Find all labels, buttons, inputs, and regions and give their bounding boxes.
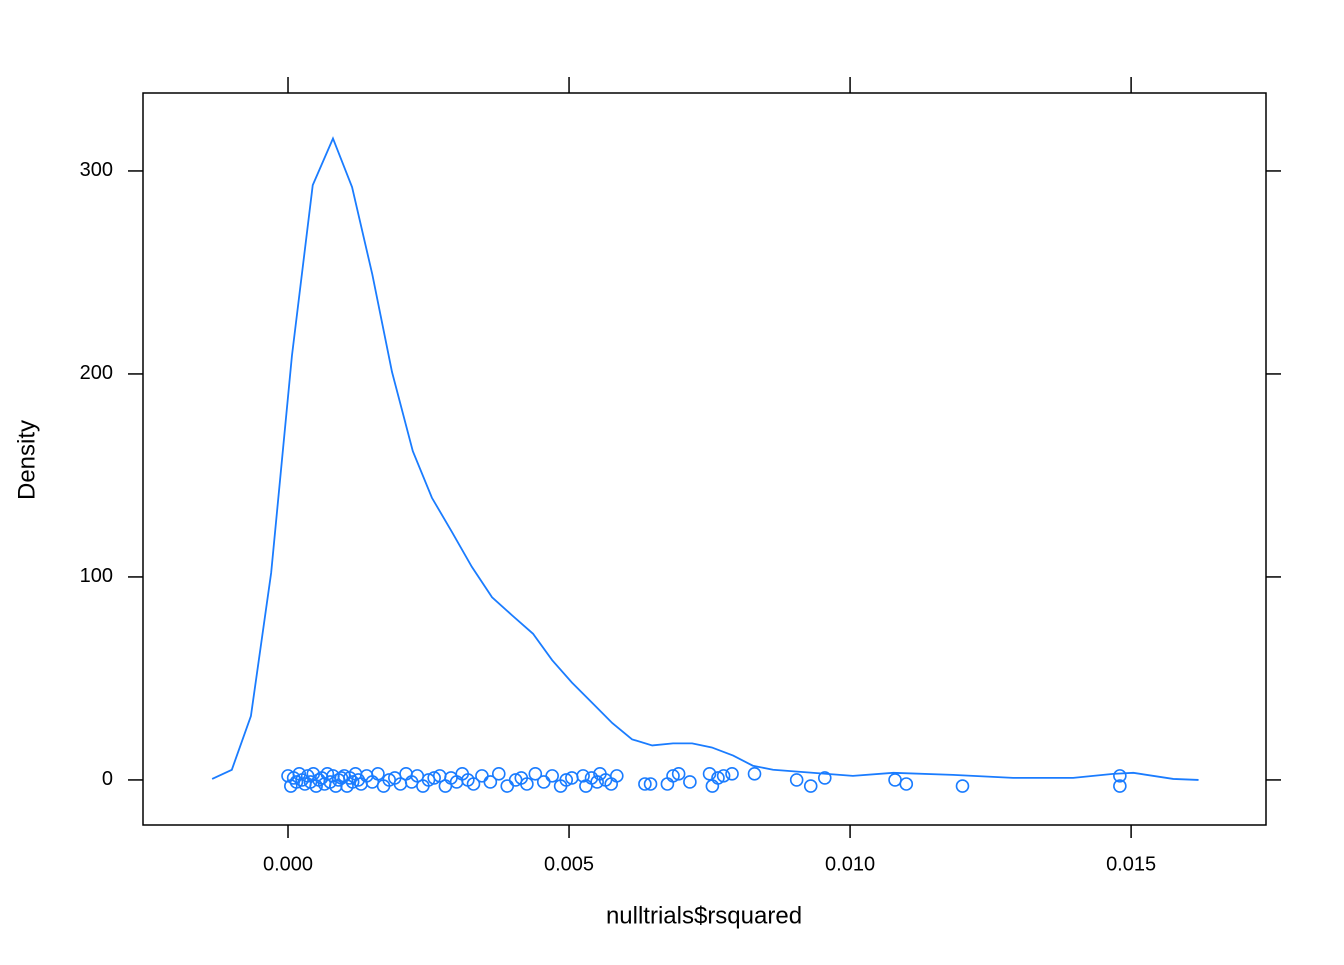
data-point <box>545 769 559 783</box>
data-point <box>716 769 731 783</box>
data-point <box>500 779 515 793</box>
density-line <box>211 136 1199 781</box>
data-point <box>610 769 624 783</box>
data-point <box>371 767 385 781</box>
data-point <box>789 773 804 787</box>
data-point <box>536 775 551 789</box>
data-point <box>491 767 506 781</box>
data-point <box>711 771 725 785</box>
data-point <box>1113 769 1127 783</box>
data-point <box>289 775 304 789</box>
x-tick-label: 0.005 <box>544 853 594 875</box>
x-tick-label: 0.015 <box>1106 853 1156 875</box>
data-point <box>899 777 914 791</box>
data-point <box>520 777 534 791</box>
data-point <box>576 769 590 783</box>
data-point <box>354 777 368 791</box>
data-point <box>528 767 543 781</box>
data-point <box>705 779 720 793</box>
data-point <box>725 767 739 781</box>
data-point <box>666 769 680 783</box>
data-point <box>427 771 441 785</box>
x-tick-label: 0.000 <box>263 853 313 875</box>
data-point <box>671 767 686 781</box>
data-point <box>483 775 498 789</box>
data-point <box>351 773 366 787</box>
y-tick-label: 300 <box>80 159 113 181</box>
y-tick-label: 100 <box>80 565 113 587</box>
data-point <box>638 777 652 791</box>
data-point <box>747 767 762 781</box>
plot-frame <box>142 92 1267 826</box>
data-point <box>1113 779 1127 793</box>
x-tick-label: 0.010 <box>825 853 875 875</box>
data-point <box>817 771 832 785</box>
data-point <box>559 773 574 787</box>
data-point <box>438 779 453 793</box>
data-point <box>888 773 902 787</box>
y-axis-label: Density <box>13 420 40 500</box>
data-point <box>475 769 489 783</box>
y-tick-label: 0 <box>102 768 113 790</box>
x-axis-label: nulltrials$rsquared <box>606 902 802 929</box>
data-point <box>803 779 818 793</box>
data-point <box>643 777 658 791</box>
data-point <box>399 767 413 781</box>
data-point <box>660 777 675 791</box>
data-point <box>345 775 360 789</box>
data-point <box>320 767 335 781</box>
data-point <box>292 767 307 781</box>
data-point <box>590 775 604 789</box>
y-tick-label: 200 <box>80 362 113 384</box>
data-point <box>955 779 970 793</box>
data-point <box>466 777 481 791</box>
data-point <box>683 775 697 789</box>
